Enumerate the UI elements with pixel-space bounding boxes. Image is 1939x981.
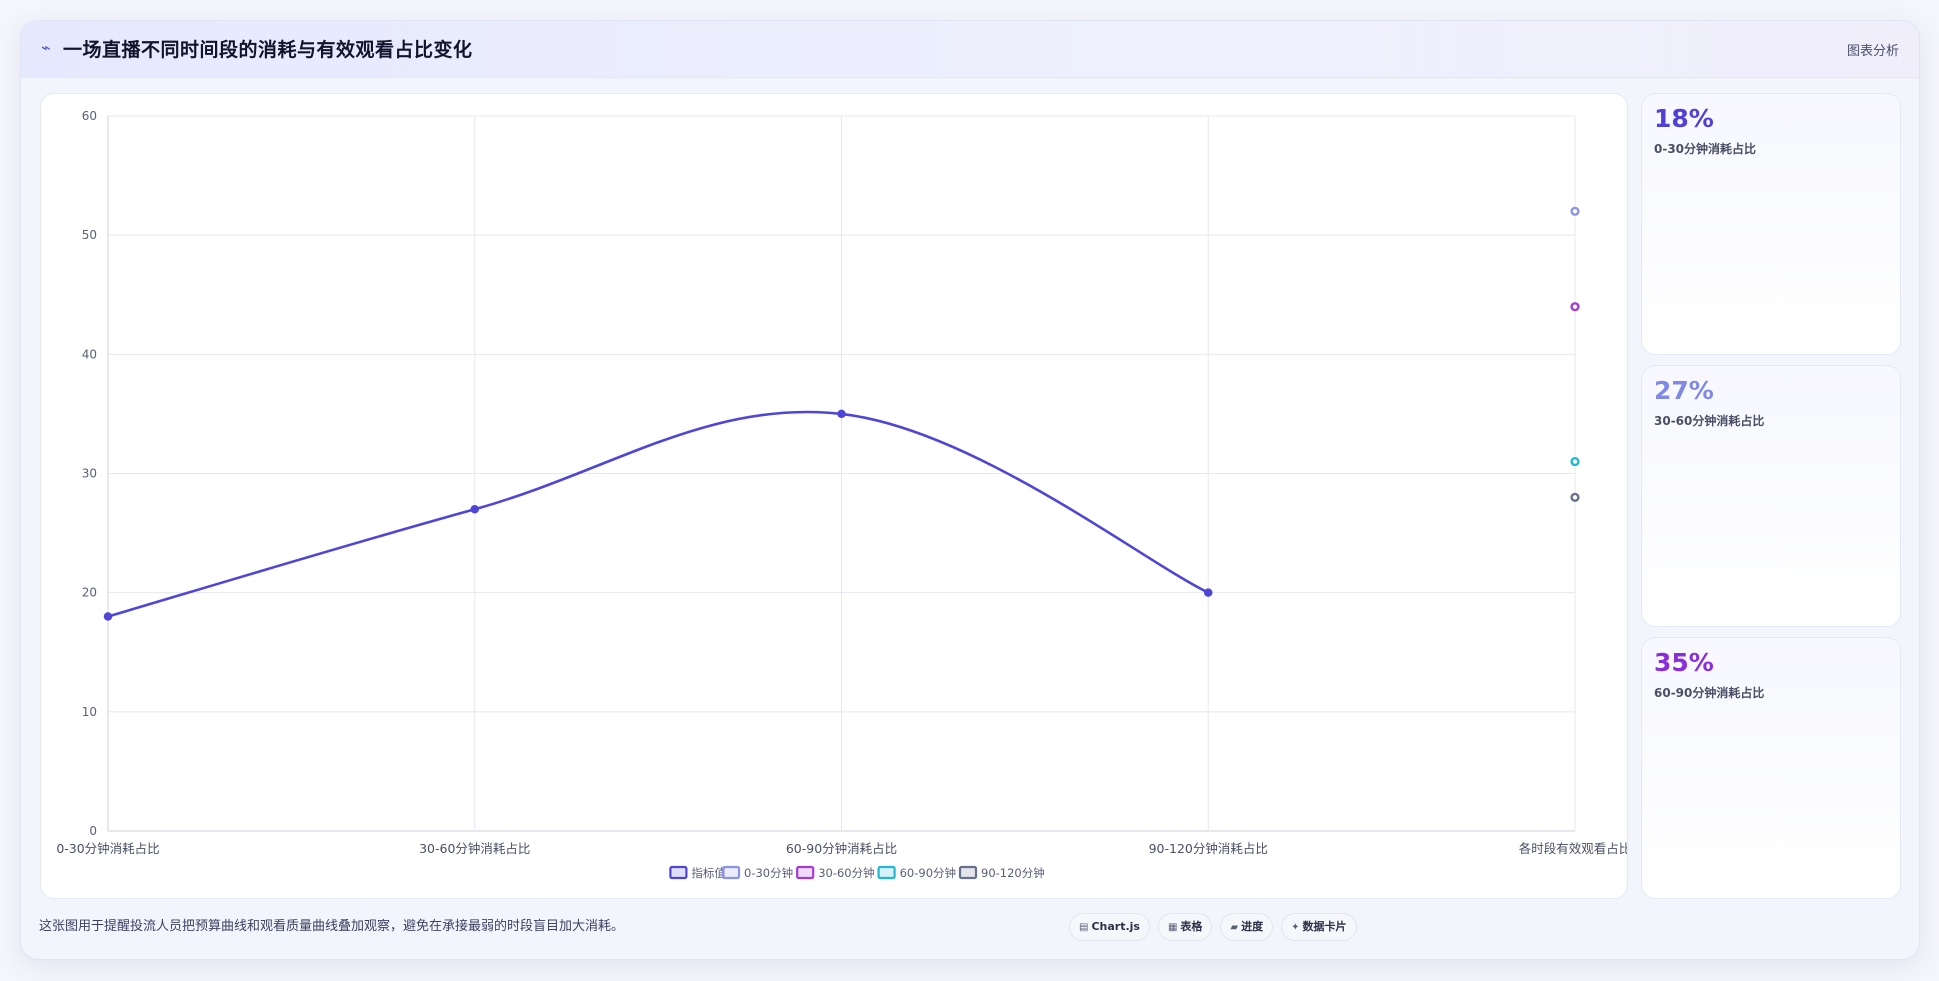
data-point-segment	[1570, 302, 1580, 312]
stat-label: 30-60分钟消耗占比	[1654, 414, 1765, 428]
legend-swatch	[796, 865, 815, 880]
chart-title: 一场直播不同时间段的消耗与有效观看占比变化	[63, 39, 473, 61]
chart-icon: ▤	[1079, 922, 1089, 933]
y-tick-label: 10	[82, 705, 97, 719]
chart-card: ⌁ 一场直播不同时间段的消耗与有效观看占比变化 图表分析 0 10 20 30 40 50…	[20, 20, 1920, 960]
y-tick-label: 30	[82, 467, 97, 481]
stat-value: 18%	[1654, 104, 1714, 133]
table-icon: ▦	[1167, 922, 1178, 933]
x-tick-label: 30-60分钟消耗占比	[419, 841, 530, 856]
data-point-segment	[1570, 206, 1580, 216]
line-chart: 0 10 20 30 40 50 60 0-30分钟消耗占比 30-60分钟消耗占比 60-90分…	[56, 109, 1627, 880]
y-tick-label: 0	[89, 824, 97, 838]
legend-swatch	[877, 865, 896, 880]
data-point-main	[1204, 588, 1213, 597]
stat-card-60-90: 35% 60-90分钟消耗占比	[1641, 637, 1901, 899]
card-icon: ✦	[1291, 922, 1300, 933]
data-point-segment	[1570, 492, 1580, 502]
y-tick-label: 20	[82, 586, 97, 600]
x-tick-label: 各时段有效观看占比	[1519, 841, 1627, 856]
stat-label: 60-90分钟消耗占比	[1654, 686, 1765, 700]
series-line-main	[107, 410, 1209, 618]
data-point-main	[103, 612, 113, 621]
stat-label: 0-30分钟消耗占比	[1654, 142, 1757, 156]
legend-label: 60-90分钟	[900, 866, 956, 880]
feature-chips: ▤ Chart.js ▦ 表格 ▰ 进度 ✦ 数据卡片	[1069, 913, 1357, 941]
stat-card-0-30: 18% 0-30分钟消耗占比	[1641, 93, 1901, 355]
chip-label: Chart.js	[1091, 920, 1140, 933]
progress-icon: ▰	[1230, 922, 1239, 933]
legend-label: 30-60分钟	[818, 866, 874, 880]
chip-label: 表格	[1180, 920, 1203, 933]
chip-data-card[interactable]: ✦ 数据卡片	[1281, 913, 1357, 941]
x-tick-label: 90-120分钟消耗占比	[1149, 841, 1268, 856]
legend-swatch	[669, 865, 688, 880]
chart-panel: 0 10 20 30 40 50 60 0-30分钟消耗占比 30-60分钟消耗占比 60-90分…	[40, 93, 1628, 899]
legend-label: 0-30分钟	[744, 866, 793, 880]
chip-table[interactable]: ▦ 表格	[1157, 913, 1213, 941]
card-header: ⌁ 一场直播不同时间段的消耗与有效观看占比变化 图表分析	[21, 21, 1919, 78]
chip-label: 数据卡片	[1302, 920, 1347, 933]
chip-chartjs[interactable]: ▤ Chart.js	[1069, 913, 1150, 941]
data-point-main	[470, 505, 479, 514]
legend-label: 指标值	[691, 866, 726, 880]
x-tick-label: 0-30分钟消耗占比	[56, 841, 159, 856]
spark-icon: ⌁	[41, 38, 51, 57]
legend-label: 90-120分钟	[981, 866, 1045, 880]
legend-swatch	[721, 865, 741, 880]
data-point-main	[837, 409, 846, 419]
y-tick-label: 50	[82, 228, 97, 242]
x-tick-label: 60-90分钟消耗占比	[786, 841, 897, 856]
stat-value: 35%	[1654, 648, 1714, 677]
y-tick-label: 40	[82, 347, 97, 361]
stat-value: 27%	[1654, 376, 1714, 405]
y-tick-label: 60	[82, 109, 97, 123]
stat-card-30-60: 27% 30-60分钟消耗占比	[1641, 365, 1901, 627]
chart-analysis-tag: 图表分析	[1846, 44, 1899, 59]
data-point-segment	[1570, 456, 1580, 467]
footer-note: 这张图用于提醒投流人员把预算曲线和观看质量曲线叠加观察，避免在承接最弱的时段盲目…	[39, 919, 625, 934]
chip-label: 进度	[1241, 920, 1264, 933]
chip-progress[interactable]: ▰ 进度	[1220, 913, 1274, 941]
legend-swatch	[958, 865, 978, 880]
